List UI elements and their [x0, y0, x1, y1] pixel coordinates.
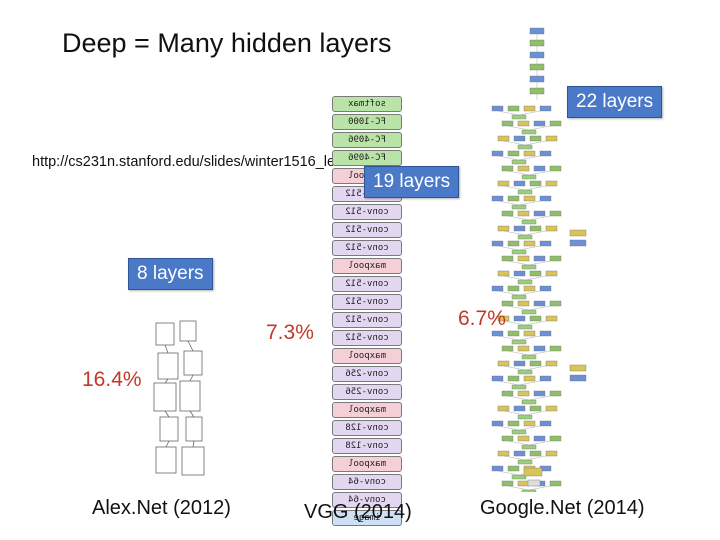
vgg-layer-block: conv-512	[332, 330, 402, 346]
vgg-layer-block: conv-256	[332, 366, 402, 382]
slide-title: Deep = Many hidden layers	[62, 28, 392, 58]
vgg-layers-tag: 19 layers	[364, 166, 460, 198]
vgg-layer-block: FC-4096	[332, 132, 402, 148]
vgg-diagram: softmax FC-1000 FC-4096 FC-4096 maxpool conv-…	[332, 96, 402, 528]
googlenet-diagram	[490, 22, 605, 495]
alexnet-error: 16.4%	[82, 368, 142, 391]
vgg-layer-block: maxpool	[332, 258, 402, 274]
vgg-layer-block: conv-128	[332, 420, 402, 436]
vgg-layer-block: maxpool	[332, 402, 402, 418]
vgg-layer-block: maxpool	[332, 456, 402, 472]
vgg-error: 7.3%	[266, 321, 314, 344]
vgg-layer-block: maxpool	[332, 348, 402, 364]
vgg-layer-block: conv-128	[332, 438, 402, 454]
googlenet-caption: Google.Net (2014)	[480, 497, 645, 519]
alexnet-diagram	[150, 313, 220, 485]
vgg-layer-block: conv-512	[332, 222, 402, 238]
vgg-layer-block: conv-64	[332, 474, 402, 490]
vgg-layer-block: FC-4096	[332, 150, 402, 166]
vgg-layer-block: conv-512	[332, 294, 402, 310]
googlenet-error: 6.7%	[458, 307, 506, 330]
vgg-layer-block: FC-1000	[332, 114, 402, 130]
vgg-layer-block: conv-256	[332, 384, 402, 400]
vgg-caption: VGG (2014)	[304, 501, 412, 523]
vgg-layer-block: conv-512	[332, 240, 402, 256]
vgg-layer-block: conv-512	[332, 312, 402, 328]
vgg-layer-block: conv-512	[332, 204, 402, 220]
alexnet-caption: Alex.Net (2012)	[92, 497, 231, 519]
vgg-layer-block: softmax	[332, 96, 402, 112]
alexnet-layers-tag: 8 layers	[128, 258, 213, 290]
vgg-layer-block: conv-512	[332, 276, 402, 292]
googlenet-layers-tag: 22 layers	[567, 86, 663, 118]
source-url[interactable]: http://cs231n.stanford.edu/slides/winter…	[32, 154, 400, 170]
